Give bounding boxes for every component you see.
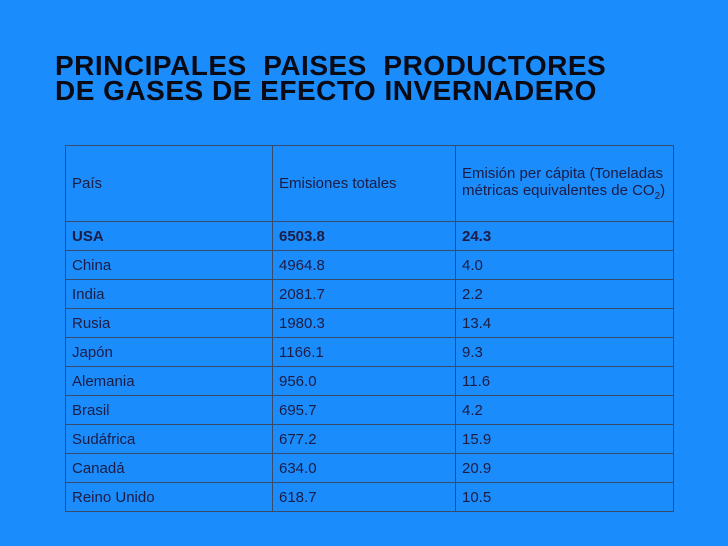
table-cell: Japón [65,337,273,367]
table-cell: 4.0 [455,250,674,280]
table-row: China 4964.8 4.0 [65,250,674,280]
table-row: India 2081.7 2.2 [65,279,674,309]
emissions-table: País Emisiones totales Emisión per cápita … [65,145,674,512]
table-cell: 1980.3 [272,308,456,338]
table-row: Japón 1166.1 9.3 [65,337,674,367]
table-cell: India [65,279,273,309]
table-cell: Canadá [65,453,273,483]
table-cell: 13.4 [455,308,674,338]
table-cell: 2.2 [455,279,674,309]
table-cell: 695.7 [272,395,456,425]
table-cell: Brasil [65,395,273,425]
header-cell: País [65,145,273,222]
header-text: Emisión per cápita (Toneladas métricas e… [462,165,663,199]
table-cell: 634.0 [272,453,456,483]
slide-title: DE GASES DE EFECTO INVERNADERO [55,75,597,106]
header-cell: Emisiones totales [272,145,456,222]
table-cell: 1166.1 [272,337,456,367]
table-row: Reino Unido 618.7 10.5 [65,482,674,512]
table-cell: Sudáfrica [65,424,273,454]
header-row: País Emisiones totales Emisión per cápita … [65,145,674,222]
table-cell: 15.9 [455,424,674,454]
table-cell: 24.3 [455,221,674,251]
table-cell: 4964.8 [272,250,456,280]
table-cell: 6503.8 [272,221,456,251]
slide-title: PRINCIPALES PAISES PRODUCTORES [55,50,607,81]
table-cell: 11.6 [455,366,674,396]
table-cell: 9.3 [455,337,674,367]
table-cell: USA [65,221,273,251]
table-row: Rusia 1980.3 13.4 [65,308,674,338]
table-cell: 2081.7 [272,279,456,309]
table-cell: 677.2 [272,424,456,454]
subscript: 2 [654,191,661,202]
table-row: Sudáfrica 677.2 15.9 [65,424,674,454]
table-cell: Reino Unido [65,482,273,512]
table-row: Brasil 695.7 4.2 [65,395,674,425]
table-cell: 618.7 [272,482,456,512]
table-cell: China [65,250,273,280]
header-cell: Emisión per cápita (Toneladas métricas e… [455,145,674,222]
table-row: USA 6503.8 24.3 [65,221,674,251]
header-text: ) [660,182,666,199]
table-row: Canadá 634.0 20.9 [65,453,674,483]
table-cell: 20.9 [455,453,674,483]
table-cell: 4.2 [455,395,674,425]
table-cell: 10.5 [455,482,674,512]
table-cell: 956.0 [272,366,456,396]
table-cell: Rusia [65,308,273,338]
table-cell: Alemania [65,366,273,396]
table-row: Alemania 956.0 11.6 [65,366,674,396]
